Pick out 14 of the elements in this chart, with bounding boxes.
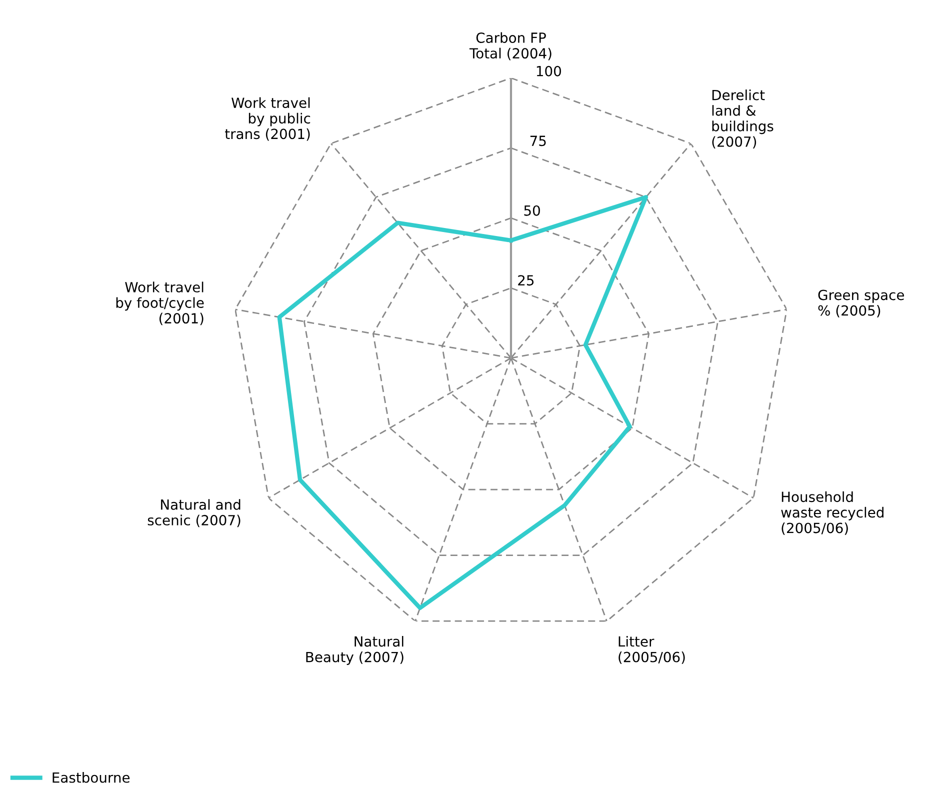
y-tick-label: 100: [536, 66, 561, 76]
spoke-label: Work travel by public trans (2001): [225, 97, 310, 141]
spoke-label: Litter (2005/06): [618, 636, 685, 664]
spoke-label: Household waste recycled (2005/06): [781, 491, 884, 535]
y-tick-label: 25: [518, 275, 534, 286]
spoke-label: Derelict land & buildings (2007): [712, 90, 774, 149]
spoke-label: Work travel by foot/cycle (2001): [116, 282, 204, 326]
legend-label: Eastbourne: [52, 772, 130, 783]
y-tick-label: 75: [530, 136, 546, 146]
y-tick-label: 50: [524, 205, 540, 216]
spoke-label: Natural and scenic (2007): [148, 499, 240, 528]
spoke-label: Carbon FP Total (2004): [469, 32, 552, 60]
spoke-label: Natural Beauty (2007): [306, 636, 404, 665]
spoke-label: Green space % (2005): [818, 290, 904, 318]
